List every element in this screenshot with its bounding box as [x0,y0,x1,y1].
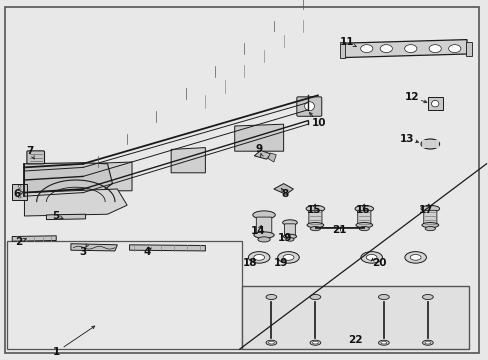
Ellipse shape [378,294,388,300]
Text: 8: 8 [281,189,288,199]
Bar [465,42,471,56]
Ellipse shape [360,252,382,263]
Bar [242,286,468,349]
Polygon shape [273,184,293,194]
FancyBboxPatch shape [284,224,295,237]
Polygon shape [24,189,127,216]
Text: 13: 13 [399,134,413,144]
Ellipse shape [282,220,297,225]
Ellipse shape [430,100,438,107]
Ellipse shape [421,222,438,228]
Text: 16: 16 [355,204,370,215]
Text: 20: 20 [371,258,386,268]
Ellipse shape [420,139,439,149]
Text: 21: 21 [332,225,346,235]
Text: 3: 3 [80,247,86,257]
Polygon shape [234,124,283,151]
Ellipse shape [404,252,426,263]
Polygon shape [267,153,276,162]
FancyBboxPatch shape [423,210,436,226]
Ellipse shape [409,255,420,260]
Ellipse shape [305,206,324,212]
Text: 9: 9 [255,144,262,154]
Ellipse shape [428,45,441,53]
Ellipse shape [285,238,293,241]
FancyBboxPatch shape [27,151,44,164]
Polygon shape [129,245,205,251]
Ellipse shape [252,211,275,219]
Text: 14: 14 [250,226,265,236]
Ellipse shape [448,45,460,53]
Ellipse shape [378,340,388,345]
Text: 15: 15 [306,204,321,215]
Text: 7: 7 [26,146,34,156]
Polygon shape [71,244,117,251]
Ellipse shape [420,206,439,212]
Polygon shape [427,97,442,110]
Ellipse shape [257,237,270,242]
Ellipse shape [268,341,274,344]
Ellipse shape [312,341,318,344]
Text: 19: 19 [277,233,292,243]
Polygon shape [171,148,205,173]
Ellipse shape [310,226,320,231]
Ellipse shape [422,294,432,300]
Text: 10: 10 [311,118,325,128]
Ellipse shape [404,45,416,53]
Ellipse shape [265,294,276,300]
Polygon shape [12,236,56,241]
Bar [339,42,344,58]
Ellipse shape [18,189,21,191]
Ellipse shape [253,255,264,260]
Ellipse shape [359,226,368,231]
FancyBboxPatch shape [256,217,271,236]
FancyBboxPatch shape [296,97,321,116]
FancyBboxPatch shape [357,210,370,226]
Text: 18: 18 [243,258,257,268]
Polygon shape [12,184,27,200]
FancyBboxPatch shape [308,210,321,226]
Polygon shape [24,163,112,196]
Ellipse shape [248,252,269,263]
Ellipse shape [18,196,21,198]
Ellipse shape [360,45,372,53]
Ellipse shape [265,340,276,345]
Polygon shape [46,214,85,220]
Text: 1: 1 [53,347,60,357]
Text: 5: 5 [53,211,60,221]
Polygon shape [342,40,466,58]
Ellipse shape [306,222,323,228]
Ellipse shape [304,102,314,111]
Text: 11: 11 [339,37,354,48]
Ellipse shape [277,252,299,263]
Bar [421,140,438,148]
Ellipse shape [366,255,376,260]
Polygon shape [254,150,271,159]
Ellipse shape [283,255,293,260]
Text: 22: 22 [347,335,362,345]
Ellipse shape [380,341,386,344]
Ellipse shape [283,234,296,239]
Text: 6: 6 [14,189,20,199]
Ellipse shape [18,185,21,187]
Bar [7,241,242,349]
Ellipse shape [424,341,430,344]
Ellipse shape [18,192,21,194]
Ellipse shape [380,45,391,53]
Text: 4: 4 [142,247,150,257]
Ellipse shape [309,294,320,300]
Ellipse shape [422,340,432,345]
Ellipse shape [354,206,373,212]
Ellipse shape [309,340,320,345]
Ellipse shape [253,232,274,238]
Ellipse shape [424,141,435,147]
Ellipse shape [355,222,372,228]
Text: 17: 17 [418,204,433,215]
Text: 12: 12 [404,92,419,102]
Text: 2: 2 [15,237,22,247]
Polygon shape [83,162,132,191]
Ellipse shape [425,226,434,231]
Text: 19: 19 [273,258,287,268]
